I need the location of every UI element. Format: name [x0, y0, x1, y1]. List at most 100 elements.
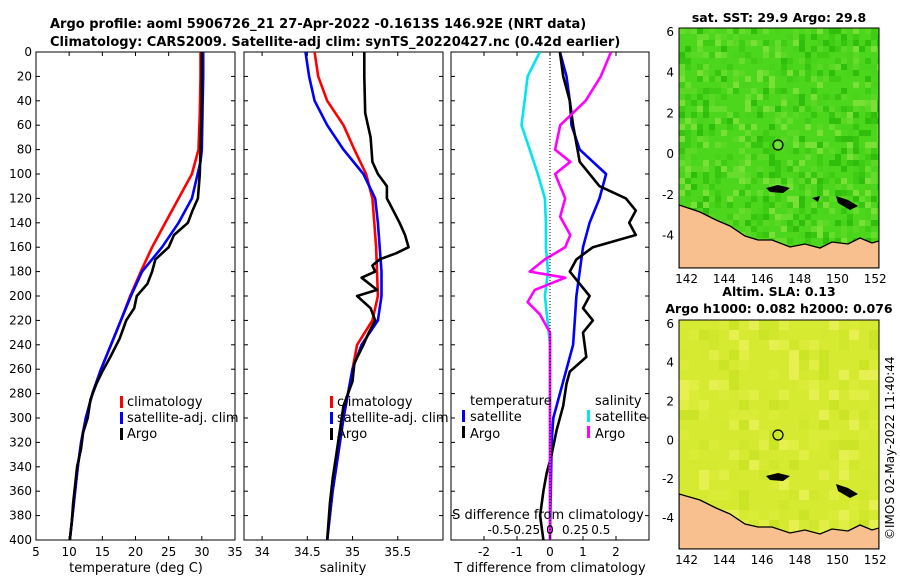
sst-cell [781, 40, 787, 46]
sst-cell [733, 76, 739, 82]
sst-cell [817, 232, 823, 238]
sst-cell [685, 148, 691, 154]
sla-cell [739, 420, 749, 430]
sst-cell [757, 154, 763, 160]
sla-cell [759, 320, 769, 330]
map-x-tick-label: 152 [864, 272, 887, 286]
sst-cell [817, 178, 823, 184]
sst-cell [751, 142, 757, 148]
sst-cell [793, 196, 799, 202]
y-tick-label: 320 [9, 435, 32, 449]
sla-cell [849, 390, 859, 400]
sst-cell [745, 160, 751, 166]
sst-cell [775, 202, 781, 208]
legend-label-satellite: satellite-adj. clim [127, 411, 239, 426]
sst-cell [877, 160, 879, 166]
sst-cell [703, 142, 709, 148]
sst-cell [781, 166, 787, 172]
sst-cell [823, 172, 829, 178]
sst-cell [787, 196, 793, 202]
sla-cell [829, 510, 839, 520]
sst-cell [817, 94, 823, 100]
sst-cell [823, 76, 829, 82]
legend-label-t-argo: Argo [470, 427, 500, 442]
sst-cell [733, 52, 739, 58]
sst-cell [871, 34, 877, 40]
sst-cell [787, 214, 793, 220]
sst-cell [775, 190, 781, 196]
sst-cell [853, 160, 859, 166]
sst-cell [697, 130, 703, 136]
sla-cell [809, 380, 819, 390]
sla-cell [859, 380, 869, 390]
sla-cell [829, 450, 839, 460]
sst-cell [745, 106, 751, 112]
sst-cell [853, 226, 859, 232]
sst-cell [727, 220, 733, 226]
sst-cell [739, 124, 745, 130]
legend-label-satellite: satellite-adj. clim [337, 411, 449, 426]
sla-cell [839, 410, 849, 420]
sla-cell [859, 390, 869, 400]
sst-cell [697, 166, 703, 172]
sla-cell [729, 450, 739, 460]
sst-cell [679, 88, 685, 94]
sst-cell [781, 178, 787, 184]
sst-cell [847, 112, 853, 118]
sla-cell [809, 520, 819, 530]
sla-cell [709, 330, 719, 340]
sst-cell [769, 160, 775, 166]
map-x-tick-label: 142 [675, 272, 698, 286]
sst-cell [865, 118, 871, 124]
sst-cell [847, 184, 853, 190]
sst-cell [685, 100, 691, 106]
sst-cell [763, 82, 769, 88]
sst-cell [817, 46, 823, 52]
sla-cell [699, 330, 709, 340]
sst-cell [745, 190, 751, 196]
sst-cell [697, 70, 703, 76]
sla-cell [799, 490, 809, 500]
sla-cell [739, 400, 749, 410]
sst-cell [745, 124, 751, 130]
sla-cell [819, 370, 829, 380]
sst-cell [697, 64, 703, 70]
sla-cell [739, 390, 749, 400]
sst-cell [715, 118, 721, 124]
sst-cell [769, 232, 775, 238]
sst-cell [733, 214, 739, 220]
sst-cell [709, 184, 715, 190]
sla-cell [729, 470, 739, 480]
sla-cell [849, 330, 859, 340]
sst-cell [877, 106, 879, 112]
sst-cell [739, 136, 745, 142]
sst-cell [715, 70, 721, 76]
sla-cell [729, 500, 739, 510]
sst-cell [865, 160, 871, 166]
sla-cell [769, 480, 779, 490]
sla-cell [699, 460, 709, 470]
sla-cell [779, 340, 789, 350]
y-tick-label: 100 [9, 167, 32, 181]
sst-cell [745, 52, 751, 58]
sla-cell [819, 410, 829, 420]
x-tick-label: 10 [62, 545, 77, 559]
sst-cell [799, 34, 805, 40]
sla-cell [839, 370, 849, 380]
difference-plot [520, 52, 638, 540]
sst-cell [787, 118, 793, 124]
sst-cell [751, 112, 757, 118]
sst-cell [811, 226, 817, 232]
x-tick-label: 15 [95, 545, 110, 559]
sst-cell [745, 94, 751, 100]
sst-cell [715, 88, 721, 94]
sla-cell [849, 370, 859, 380]
sst-cell [745, 172, 751, 178]
sla-cell [809, 390, 819, 400]
sst-cell [841, 226, 847, 232]
sst-cell [871, 100, 877, 106]
sla-cell [829, 320, 839, 330]
sla-cell [709, 460, 719, 470]
sla-cell [799, 350, 809, 360]
sst-cell [703, 52, 709, 58]
